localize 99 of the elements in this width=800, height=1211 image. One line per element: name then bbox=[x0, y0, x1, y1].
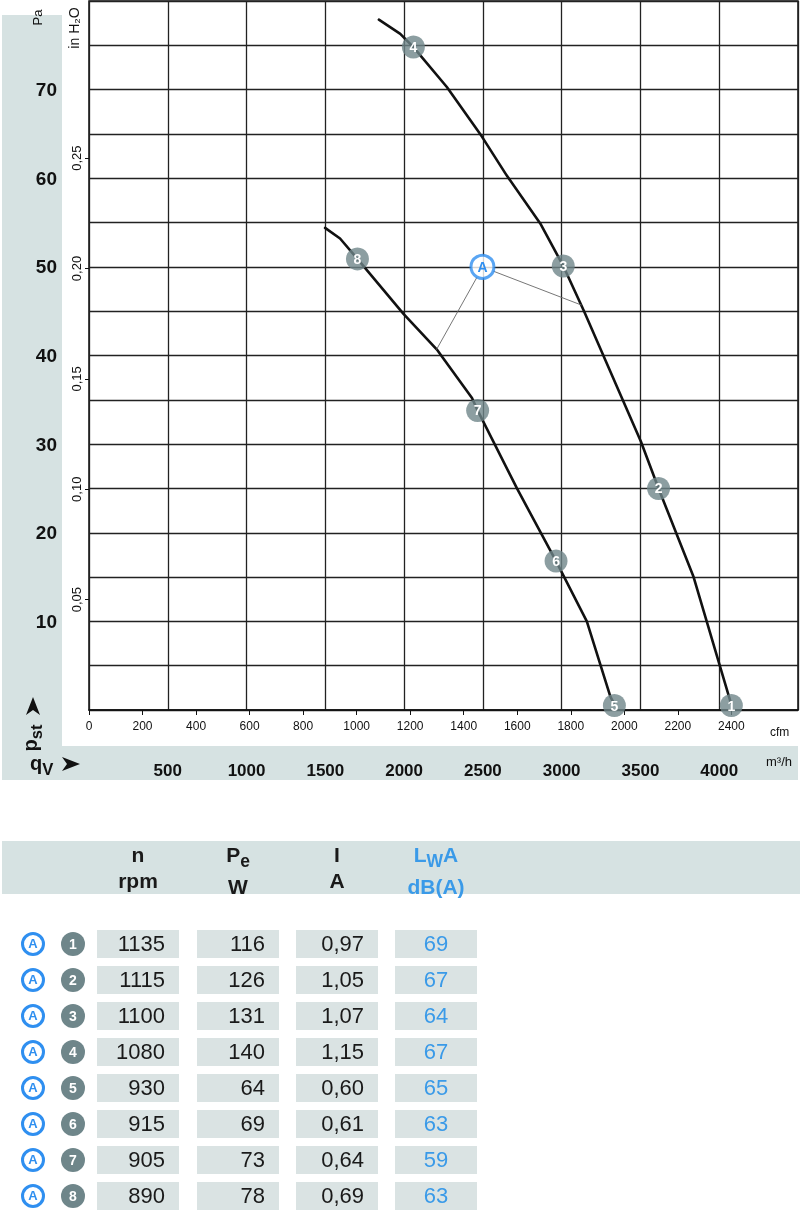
text: 0,64 bbox=[296, 1146, 378, 1174]
x2-tick-label: 1500 bbox=[306, 761, 345, 780]
text: 0,60 bbox=[296, 1074, 378, 1102]
y2-tick-label: 0,20 bbox=[69, 255, 84, 282]
annotation: 2 bbox=[654, 480, 663, 497]
ring-badge: A bbox=[21, 1040, 45, 1064]
x-tick-label: 800 bbox=[293, 719, 314, 733]
x-tick-label: 1000 bbox=[343, 719, 371, 733]
annotation: A bbox=[477, 258, 488, 275]
x2-tick-label: 500 bbox=[153, 761, 182, 780]
y2-tick-label: 0,05 bbox=[69, 586, 84, 613]
text: 67 bbox=[395, 966, 477, 994]
y-tick-label: 30 bbox=[35, 433, 57, 455]
x2-tick-label: 2000 bbox=[385, 761, 424, 780]
text: 116 bbox=[197, 930, 279, 958]
annotation: 1 bbox=[727, 697, 736, 714]
text: 905 bbox=[97, 1146, 179, 1174]
text: 1,15 bbox=[296, 1038, 378, 1066]
text: 69 bbox=[197, 1110, 279, 1138]
y-axis-title: Pa bbox=[29, 8, 45, 28]
x-tick-label: 400 bbox=[186, 719, 207, 733]
annotation: 3 bbox=[559, 257, 568, 274]
annotation: 5 bbox=[610, 697, 619, 714]
x-tick-label: 1400 bbox=[450, 719, 478, 733]
y2-axis-title: in H₂O bbox=[66, 6, 82, 51]
annotation: 8 bbox=[353, 250, 362, 267]
x2-tick-label: 3000 bbox=[542, 761, 581, 780]
y-tick-label: 50 bbox=[35, 256, 57, 278]
x-tick-label: 1800 bbox=[557, 719, 585, 733]
x-tick-label: 1600 bbox=[503, 719, 531, 733]
disc-badge: 5 bbox=[61, 1076, 85, 1100]
disc-badge: 8 bbox=[61, 1184, 85, 1208]
y-tick-label: 70 bbox=[35, 79, 57, 101]
text: 63 bbox=[395, 1110, 477, 1138]
ring-badge: A bbox=[21, 932, 45, 956]
text: 69 bbox=[395, 930, 477, 958]
x2-tick-label: 4000 bbox=[700, 761, 739, 780]
x2-tick-label: 3500 bbox=[621, 761, 660, 780]
y2-tick-label: 0,10 bbox=[69, 476, 84, 502]
text: 73 bbox=[197, 1146, 279, 1174]
ring-badge: A bbox=[21, 1112, 45, 1136]
y-tick-label: 10 bbox=[35, 610, 57, 632]
text: P$_{e}$ W bbox=[225, 842, 251, 901]
disc-badge: 1 bbox=[61, 932, 85, 956]
text: 0,69 bbox=[296, 1182, 378, 1210]
text: 1,05 bbox=[296, 966, 378, 994]
text: 930 bbox=[97, 1074, 179, 1102]
text: 65 bbox=[395, 1074, 477, 1102]
text: 890 bbox=[97, 1182, 179, 1210]
ring-badge: A bbox=[21, 1184, 45, 1208]
y2-tick-label: 0,15 bbox=[69, 366, 84, 392]
ring-badge: A bbox=[21, 1148, 45, 1172]
text: 0,61 bbox=[296, 1110, 378, 1138]
disc-badge: 2 bbox=[61, 968, 85, 992]
disc-badge: 4 bbox=[61, 1040, 85, 1064]
text: 59 bbox=[395, 1146, 477, 1174]
text: 126 bbox=[197, 966, 279, 994]
annotation: 7 bbox=[473, 402, 482, 419]
text: q$_{V}$ bbox=[30, 752, 54, 780]
x2-axis-title: m³/h bbox=[766, 754, 792, 769]
annotation: 6 bbox=[552, 553, 561, 570]
text: 915 bbox=[97, 1110, 179, 1138]
text: n rpm bbox=[117, 842, 159, 894]
text: 1,07 bbox=[296, 1002, 378, 1030]
text: 1080 bbox=[97, 1038, 179, 1066]
text: 140 bbox=[197, 1038, 279, 1066]
text: 131 bbox=[197, 1002, 279, 1030]
x-tick-label: 600 bbox=[239, 719, 260, 733]
ring-badge: A bbox=[21, 1076, 45, 1100]
text: I A bbox=[328, 842, 346, 894]
text: 63 bbox=[395, 1182, 477, 1210]
text: 0,97 bbox=[296, 930, 378, 958]
ring-badge: A bbox=[21, 1004, 45, 1028]
y-tick-label: 20 bbox=[35, 522, 57, 544]
text: 78 bbox=[197, 1182, 279, 1210]
y-tick-label: 40 bbox=[35, 345, 57, 366]
text: 67 bbox=[395, 1038, 477, 1066]
x-tick-label: 1200 bbox=[396, 719, 424, 733]
text: L$_{W}$A dB(A) bbox=[406, 842, 466, 901]
text: 64 bbox=[197, 1074, 279, 1102]
text: 64 bbox=[395, 1002, 477, 1030]
x-tick-label: 2000 bbox=[610, 719, 638, 733]
x-tick-label: 0 bbox=[85, 719, 93, 733]
text: 1115 bbox=[97, 966, 179, 994]
x-tick-label: 2400 bbox=[718, 719, 746, 733]
ring-badge: A bbox=[21, 968, 45, 992]
disc-badge: 7 bbox=[61, 1148, 85, 1172]
annotation: 4 bbox=[409, 39, 418, 56]
disc-badge: 3 bbox=[61, 1004, 85, 1028]
x2-tick-label: 2500 bbox=[463, 761, 502, 780]
x-tick-label: 2200 bbox=[664, 719, 692, 733]
disc-badge: 6 bbox=[61, 1112, 85, 1136]
x-axis-title: cfm bbox=[770, 725, 790, 739]
y-tick-label: 60 bbox=[35, 167, 57, 189]
text: 1135 bbox=[97, 930, 179, 958]
x2-tick-label: 1000 bbox=[227, 761, 266, 780]
y2-tick-label: 0,25 bbox=[69, 145, 84, 171]
x-tick-label: 200 bbox=[132, 719, 153, 733]
text: 1100 bbox=[97, 1002, 179, 1030]
